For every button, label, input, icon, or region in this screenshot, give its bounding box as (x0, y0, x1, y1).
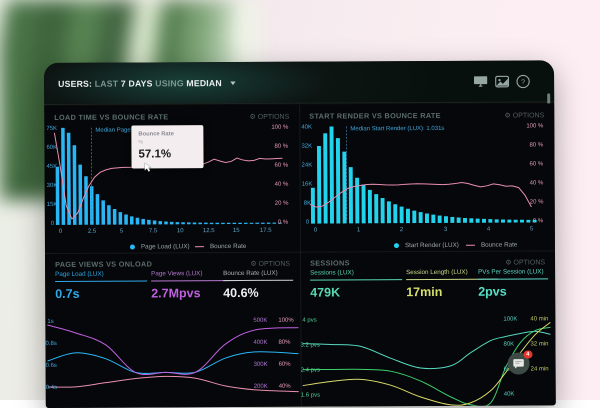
svg-text:40 min: 40 min (530, 316, 548, 322)
svg-text:24 min: 24 min (531, 366, 549, 372)
svg-text:80K: 80K (503, 342, 514, 348)
svg-text:0.4s: 0.4s (46, 385, 57, 391)
svg-text:40 %: 40 % (530, 180, 544, 186)
svg-text:100%: 100% (278, 318, 294, 324)
svg-text:60%: 60% (279, 362, 292, 368)
svg-text:40K: 40K (301, 125, 312, 131)
svg-text:2.5: 2.5 (88, 229, 97, 235)
svg-text:3.2 pvs: 3.2 pvs (300, 343, 319, 349)
svg-text:24K: 24K (302, 163, 313, 169)
svg-text:4: 4 (487, 227, 491, 233)
svg-text:1s: 1s (47, 319, 53, 325)
svg-text:15K: 15K (47, 202, 58, 208)
svg-text:32 min: 32 min (530, 341, 548, 347)
svg-text:60K: 60K (46, 145, 57, 151)
svg-text:20 %: 20 % (530, 199, 544, 205)
svg-text:15: 15 (233, 228, 240, 234)
svg-text:0: 0 (314, 228, 318, 234)
svg-text:20 %: 20 % (275, 201, 289, 207)
svg-text:10: 10 (177, 228, 184, 234)
svg-text:30K: 30K (47, 183, 58, 189)
svg-text:4 pvs: 4 pvs (302, 318, 316, 324)
svg-text:0: 0 (306, 220, 310, 226)
svg-text:0 %: 0 % (278, 220, 289, 226)
svg-text:1.6 pvs: 1.6 pvs (301, 393, 320, 399)
svg-text:1: 1 (357, 227, 361, 233)
svg-text:80 %: 80 % (274, 144, 288, 150)
svg-text:100K: 100K (503, 317, 517, 323)
svg-text:100 %: 100 % (271, 125, 289, 131)
svg-text:40 %: 40 % (275, 182, 289, 188)
svg-text:40K: 40K (504, 392, 515, 398)
svg-text:0.6s: 0.6s (46, 363, 57, 369)
svg-text:75K: 75K (46, 126, 57, 132)
svg-text:32K: 32K (301, 144, 312, 150)
svg-text:0: 0 (51, 221, 55, 227)
svg-text:200K: 200K (254, 384, 268, 390)
svg-text:0: 0 (59, 229, 63, 235)
svg-text:5: 5 (120, 229, 124, 235)
svg-text:45K: 45K (47, 164, 58, 170)
svg-text:Median Start Render (LUX): 1.0: Median Start Render (LUX): 1.031s (350, 126, 444, 132)
svg-text:80%: 80% (278, 340, 291, 346)
svg-text:300K: 300K (254, 362, 268, 368)
svg-text:0 %: 0 % (533, 218, 544, 224)
svg-text:2.4 pvs: 2.4 pvs (301, 368, 320, 374)
svg-text:8K: 8K (304, 201, 311, 207)
svg-text:2: 2 (400, 227, 404, 233)
svg-text:80 %: 80 % (529, 142, 543, 148)
svg-text:40%: 40% (279, 384, 292, 390)
svg-text:?: ? (521, 79, 525, 86)
svg-text:3: 3 (444, 227, 448, 233)
svg-text:100 %: 100 % (526, 123, 544, 129)
svg-text:400K: 400K (253, 340, 267, 346)
svg-text:5: 5 (530, 226, 534, 232)
svg-text:16K: 16K (302, 182, 313, 188)
svg-text:17.5: 17.5 (260, 228, 272, 234)
svg-text:500K: 500K (253, 318, 267, 324)
svg-text:60 %: 60 % (530, 161, 544, 167)
svg-text:12.5: 12.5 (203, 228, 215, 234)
svg-text:7.5: 7.5 (149, 228, 158, 234)
svg-text:60 %: 60 % (275, 163, 289, 169)
svg-text:0.8s: 0.8s (45, 341, 56, 347)
